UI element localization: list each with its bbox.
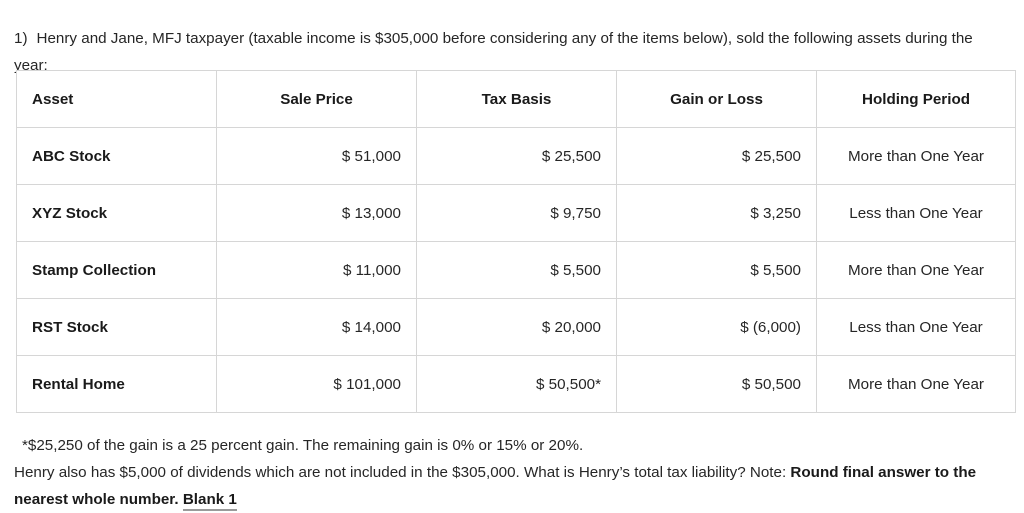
cell-holding-period: More than One Year [816,127,1016,185]
question-intro: 1) Henry and Jane, MFJ taxpayer (taxable … [14,25,1006,79]
cell-asset: XYZ Stock [16,184,217,242]
cell-sale-price: $ 101,000 [216,355,417,413]
assets-table: Asset Sale Price Tax Basis Gain or Loss … [16,70,1016,413]
cell-sale-price: $ 13,000 [216,184,417,242]
cell-asset: RST Stock [16,298,217,356]
cell-asset: Rental Home [16,355,217,413]
closing-text: Henry also has $5,000 of dividends which… [14,464,791,482]
answer-blank-1[interactable]: Blank 1 [182,491,237,512]
table-row: XYZ Stock $ 13,000 $ 9,750 $ 3,250 Less … [16,184,1016,242]
cell-gain-or-loss: $ 5,500 [616,241,817,299]
cell-asset: ABC Stock [16,127,217,185]
table-row: Rental Home $ 101,000 $ 50,500* $ 50,500… [16,355,1016,413]
cell-gain-or-loss: $ 3,250 [616,184,817,242]
cell-asset: Stamp Collection [16,241,217,299]
cell-gain-or-loss: $ (6,000) [616,298,817,356]
table-header-row: Asset Sale Price Tax Basis Gain or Loss … [16,70,1016,128]
question-text: Henry and Jane, MFJ taxpayer (taxable in… [14,30,977,75]
cell-gain-or-loss: $ 50,500 [616,355,817,413]
table-row: ABC Stock $ 51,000 $ 25,500 $ 25,500 Mor… [16,127,1016,185]
closing-emphasis: Round final answer to the nearest whole … [14,464,977,509]
table-footnote: *$25,250 of the gain is a 25 percent gai… [22,437,584,455]
column-header-holding-period: Holding Period [816,70,1016,128]
table-row: RST Stock $ 14,000 $ 20,000 $ (6,000) Le… [16,298,1016,356]
cell-tax-basis: $ 9,750 [416,184,617,242]
cell-gain-or-loss: $ 25,500 [616,127,817,185]
question-number: 1) [14,30,28,48]
cell-tax-basis: $ 25,500 [416,127,617,185]
cell-tax-basis: $ 50,500* [416,355,617,413]
column-header-tax-basis: Tax Basis [416,70,617,128]
cell-holding-period: More than One Year [816,355,1016,413]
table-row: Stamp Collection $ 11,000 $ 5,500 $ 5,50… [16,241,1016,299]
cell-tax-basis: $ 5,500 [416,241,617,299]
cell-sale-price: $ 14,000 [216,298,417,356]
column-header-gain-or-loss: Gain or Loss [616,70,817,128]
cell-tax-basis: $ 20,000 [416,298,617,356]
column-header-sale-price: Sale Price [216,70,417,128]
cell-sale-price: $ 11,000 [216,241,417,299]
cell-holding-period: More than One Year [816,241,1016,299]
cell-holding-period: Less than One Year [816,298,1016,356]
column-header-asset: Asset [16,70,217,128]
cell-sale-price: $ 51,000 [216,127,417,185]
cell-holding-period: Less than One Year [816,184,1016,242]
closing-paragraph: Henry also has $5,000 of dividends which… [14,459,1014,513]
